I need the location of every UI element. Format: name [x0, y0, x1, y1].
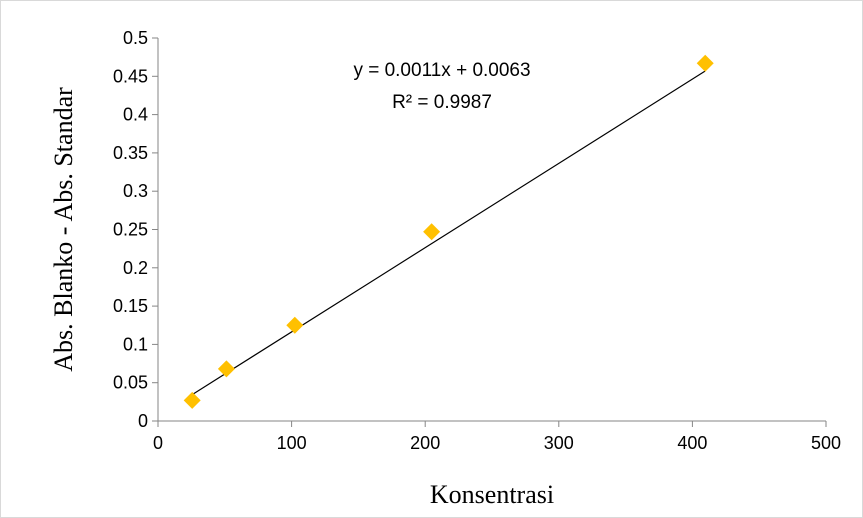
y-tick-label: 0.45	[113, 66, 148, 86]
data-point-diamond	[423, 223, 441, 241]
y-tick-label: 0.35	[113, 143, 148, 163]
x-tick-label: 200	[410, 433, 440, 453]
y-tick-label: 0.15	[113, 296, 148, 316]
x-tick-label: 100	[277, 433, 307, 453]
y-tick-label: 0.05	[113, 373, 148, 393]
y-tick-label: 0.2	[123, 258, 148, 278]
x-tick-label: 400	[677, 433, 707, 453]
x-axis-title: Konsentrasi	[430, 480, 554, 509]
x-tick-label: 0	[153, 433, 163, 453]
data-point-diamond	[286, 316, 304, 334]
y-axis-title: Abs. Blanko - Abs. Standar	[49, 87, 78, 372]
r-squared-label: R² = 0.9987	[392, 92, 492, 113]
x-tick-labels: 0 100 200 300 400 500	[153, 421, 841, 453]
y-tick-label: 0.3	[123, 181, 148, 201]
data-point-diamond	[696, 54, 714, 72]
y-tick-label: 0.5	[123, 28, 148, 48]
y-tick-label: 0.1	[123, 334, 148, 354]
trendline-group	[191, 70, 706, 396]
data-points	[183, 54, 714, 409]
data-point-diamond	[183, 391, 201, 409]
data-point-diamond	[217, 360, 235, 378]
y-tick-label: 0.25	[113, 220, 148, 240]
x-tick-label: 300	[544, 433, 574, 453]
x-tick-label: 500	[811, 433, 841, 453]
y-tick-label: 0.4	[123, 105, 148, 125]
y-tick-labels: 0 0.05 0.1 0.15 0.2 0.25 0.3 0.35 0.4 0.45 0.5	[113, 28, 158, 431]
trendline-equation: y = 0.0011x + 0.0063	[353, 60, 530, 81]
y-tick-label: 0	[138, 411, 148, 431]
trendline	[191, 70, 706, 396]
